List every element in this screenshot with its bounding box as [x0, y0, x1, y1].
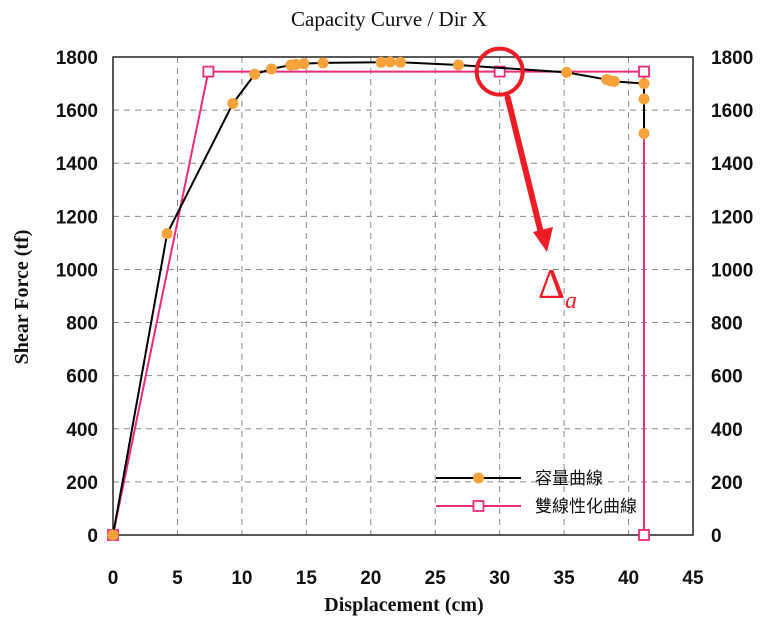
delta-a-annotation: Δa: [474, 46, 577, 314]
chart-title: Capacity Curve / Dir X: [291, 7, 487, 31]
y2-tick-label: 1000: [711, 260, 753, 281]
y-tick-label: 1600: [56, 101, 98, 122]
capacity-point: [375, 56, 387, 68]
x-tick-label: 0: [108, 568, 119, 589]
bilinear-point: [638, 65, 650, 78]
y-tick-label: 800: [66, 314, 98, 335]
capacity-point: [298, 58, 310, 70]
y-tick-labels-right: 0 200 400 600 800 1000 1200 1400 1600 1800: [711, 48, 753, 547]
highlight-circle: [474, 46, 525, 97]
plot-frame: [112, 56, 694, 536]
delta-a-label: Δa: [538, 262, 577, 314]
x-axis-label: Displacement (cm): [324, 594, 483, 616]
x-tick-label: 5: [172, 568, 183, 589]
y2-tick-label: 1600: [711, 101, 753, 122]
legend-item-capacity: 容量曲線: [436, 469, 603, 489]
y-tick-label: 0: [87, 526, 98, 547]
y2-tick-label: 0: [711, 526, 722, 547]
capacity-point: [266, 63, 278, 75]
delta-subscript: a: [565, 288, 577, 314]
y-tick-labels-left: 0 200 400 600 800 1000 1200 1400 1600 1800: [56, 48, 98, 547]
capacity-point: [394, 56, 406, 68]
capacity-point: [107, 529, 119, 541]
y-tick-label: 200: [66, 473, 98, 494]
y-tick-label: 1400: [56, 154, 98, 175]
y2-tick-label: 800: [711, 314, 743, 335]
y2-tick-label: 1400: [711, 154, 753, 175]
x-tick-label: 10: [231, 568, 252, 589]
legend-label: 容量曲線: [535, 469, 603, 489]
y-tick-label: 1800: [56, 48, 98, 69]
y2-tick-label: 1200: [711, 207, 753, 228]
legend-marker: [473, 472, 484, 484]
x-tick-label: 40: [618, 568, 639, 589]
grid-lines: [113, 57, 693, 535]
x-tick-labels: 0 5 10 15 20 25 30 35 40 45: [108, 568, 704, 589]
capacity-point: [161, 228, 173, 240]
capacity-point: [317, 57, 329, 69]
capacity-point: [249, 68, 261, 80]
y-tick-label: 1000: [56, 260, 98, 281]
y2-tick-label: 1800: [711, 48, 753, 69]
bilinear-point: [638, 529, 650, 541]
y-tick-label: 600: [66, 367, 98, 388]
x-tick-label: 20: [360, 568, 381, 589]
series-layer: [107, 56, 650, 541]
capacity-point: [561, 66, 573, 78]
annotation-arrow-head: [533, 227, 553, 252]
y2-tick-label: 600: [711, 367, 743, 388]
x-tick-label: 45: [682, 568, 704, 589]
capacity-point: [638, 93, 650, 105]
legend-label: 雙線性化曲線: [535, 497, 637, 517]
capacity-point: [227, 97, 239, 109]
y-tick-label: 400: [66, 420, 98, 441]
bilinear-point: [493, 65, 506, 78]
capacity-point: [638, 78, 650, 90]
capacity-point: [452, 59, 464, 71]
delta-symbol: Δ: [538, 262, 565, 308]
legend-item-bilinear: 雙線性化曲線: [436, 497, 637, 517]
x-tick-label: 30: [489, 568, 510, 589]
y2-tick-label: 200: [711, 473, 743, 494]
legend-marker: [472, 500, 485, 512]
capacity-point: [608, 75, 620, 87]
capacity-point: [384, 56, 396, 68]
x-tick-label: 25: [425, 568, 447, 589]
y2-tick-label: 400: [711, 420, 743, 441]
bilinear-point: [202, 65, 215, 78]
x-tick-label: 15: [296, 568, 318, 589]
x-tick-label: 35: [554, 568, 576, 589]
y-tick-label: 1200: [56, 207, 98, 228]
capacity-point: [638, 127, 650, 139]
series-capacity: [107, 56, 650, 541]
annotation-arrow-shaft: [504, 94, 544, 236]
y-axis-label: Shear Force (tf): [11, 230, 33, 365]
